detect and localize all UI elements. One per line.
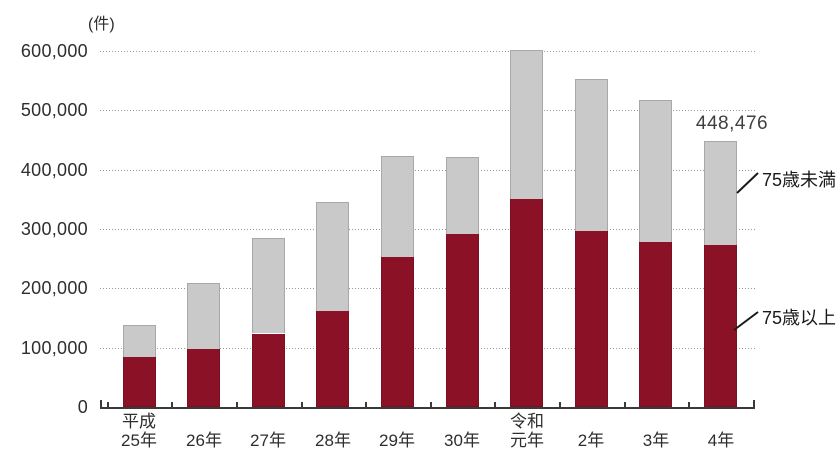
gridline-100000 [100,348,755,349]
x-label-era-6: 令和 [510,412,544,431]
x-label-5: 30年 [427,412,497,450]
x-axis-tick-1 [171,402,173,407]
x-axis-tick-8 [624,402,626,407]
x-label-2: 27年 [233,412,303,450]
x-axis-endcap-right [753,400,755,407]
bar-segment-under75-4 [381,155,414,257]
x-axis-tick-6 [494,402,496,407]
bar-segment-over75-1 [187,349,220,407]
x-label-year-1: 26年 [186,431,222,450]
bar-segment-under75-1 [187,283,220,350]
bar-segment-over75-7 [575,230,608,407]
x-label-8: 3年 [621,412,691,450]
x-axis-tick-7 [559,402,561,407]
bar-segment-over75-9 [704,244,737,407]
x-label-year-9: 4年 [707,431,735,450]
bar-segment-over75-4 [381,257,414,407]
bar-segment-over75-6 [510,199,543,407]
over75-leader-line [733,311,759,331]
x-label-era-1 [169,412,239,431]
y-tick-label-300000: 300,000 [20,219,88,239]
bar-segment-over75-5 [446,233,479,407]
x-axis-tick-5 [430,402,432,407]
bar-segment-under75-6 [510,50,543,200]
x-label-era-8 [621,412,691,431]
x-label-year-3: 28年 [315,431,351,450]
x-label-1: 26年 [169,412,239,450]
x-axis-tick-9 [688,402,690,407]
bar-segment-over75-2 [252,333,285,407]
x-label-6: 令和 元年 [492,412,562,450]
x-label-7: 2年 [556,412,626,450]
bar-segment-under75-2 [252,237,285,334]
gridline-600000 [100,51,755,52]
y-axis-unit-label: (件) [88,16,115,33]
x-label-3: 28年 [298,412,368,450]
x-label-era-7 [556,412,626,431]
gridline-200000 [100,288,755,289]
y-tick-label-100000: 100,000 [20,338,88,358]
bar-segment-under75-8 [639,100,672,242]
x-label-0: 平成 25年 [104,412,174,450]
y-tick-label-0: 0 [77,397,88,417]
x-axis-endcap-left [100,400,102,407]
x-label-era-3 [298,412,368,431]
bar-segment-under75-3 [316,202,349,311]
x-label-year-5: 30年 [444,431,480,450]
bar-segment-under75-7 [575,79,608,231]
x-label-era-4 [362,412,432,431]
x-label-year-7: 2年 [577,431,605,450]
bar-segment-over75-8 [639,241,672,407]
x-label-era-5 [427,412,497,431]
y-tick-label-600000: 600,000 [20,41,88,61]
series-label-under-75: 75歳未満 [762,170,837,190]
under75-leader-line [736,172,759,194]
x-label-era-2 [233,412,303,431]
x-label-era-0: 平成 [122,412,156,431]
x-axis-tick-0 [107,402,109,407]
x-label-era-9 [686,412,756,431]
bar-segment-over75-0 [123,356,156,407]
gridline-500000 [100,110,755,111]
x-label-year-4: 29年 [379,431,415,450]
x-axis-tick-2 [236,402,238,407]
x-axis-tick-4 [365,402,367,407]
total-value-annotation: 448,476 [695,113,769,134]
x-axis-line [100,407,755,409]
x-axis-tick-3 [301,402,303,407]
x-label-year-0: 25年 [121,431,157,450]
bar-segment-under75-5 [446,157,479,234]
series-label-over-75: 75歳以上 [762,308,837,328]
gridline-400000 [100,170,755,171]
x-label-year-6: 元年 [510,431,544,450]
x-label-year-2: 27年 [250,431,286,450]
x-label-year-8: 3年 [642,431,670,450]
x-label-4: 29年 [362,412,432,450]
bar-segment-under75-0 [123,325,156,357]
bar-segment-over75-3 [316,310,349,407]
gridline-300000 [100,229,755,230]
y-tick-label-400000: 400,000 [20,160,88,180]
y-tick-label-500000: 500,000 [20,100,88,120]
x-label-9: 4年 [686,412,756,450]
y-tick-label-200000: 200,000 [20,278,88,298]
bar-segment-under75-9 [704,140,737,245]
